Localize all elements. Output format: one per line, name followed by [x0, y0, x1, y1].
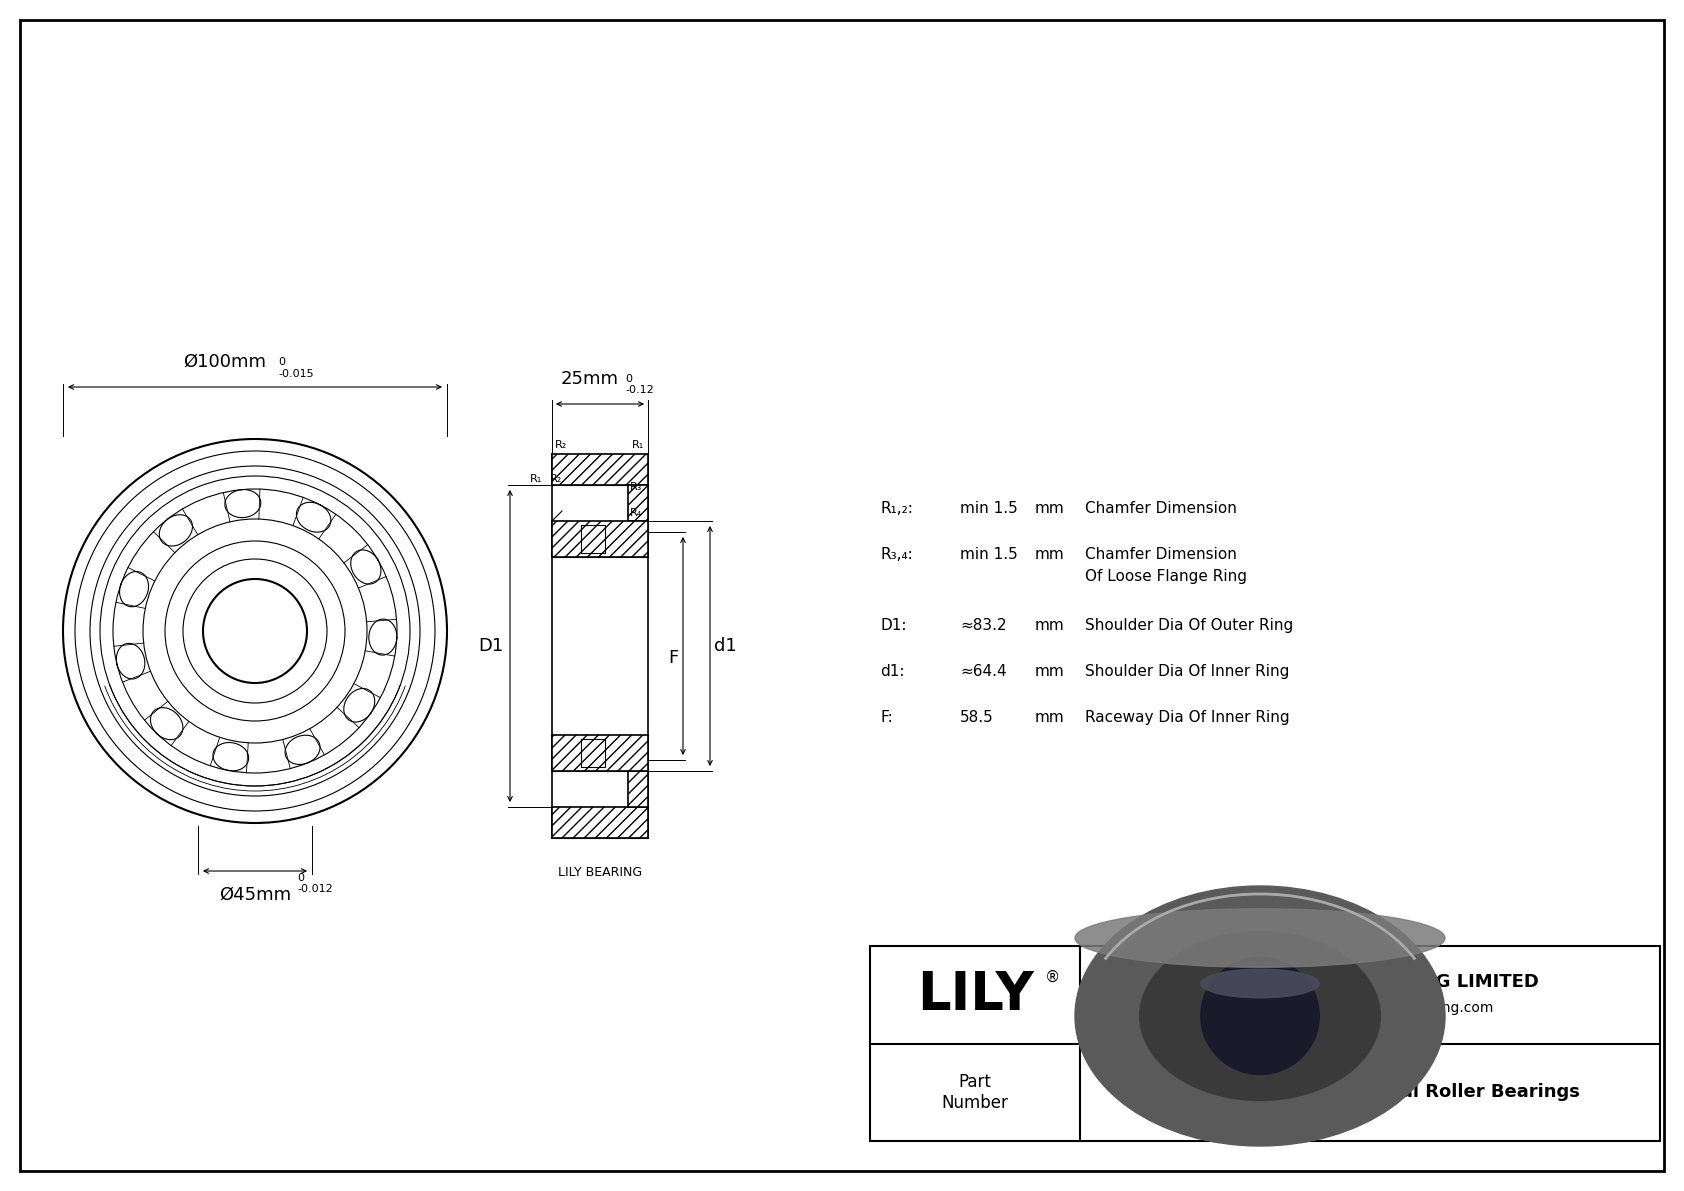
- Text: Of Loose Flange Ring: Of Loose Flange Ring: [1084, 569, 1246, 584]
- Text: 58.5: 58.5: [960, 710, 994, 725]
- Text: Chamfer Dimension: Chamfer Dimension: [1084, 547, 1236, 562]
- Text: R₃: R₃: [630, 482, 642, 492]
- Text: mm: mm: [1036, 618, 1064, 634]
- Text: R₁,₂:: R₁,₂:: [881, 501, 913, 516]
- Text: R₄: R₄: [630, 509, 642, 518]
- Bar: [552, 735, 648, 771]
- Bar: [871, 946, 1660, 1141]
- Text: mm: mm: [1036, 501, 1064, 516]
- Text: ≈64.4: ≈64.4: [960, 665, 1007, 679]
- Text: D1: D1: [478, 637, 504, 655]
- Text: D1:: D1:: [881, 618, 906, 634]
- Ellipse shape: [1201, 969, 1319, 998]
- Ellipse shape: [1074, 909, 1445, 967]
- Text: min 1.5: min 1.5: [960, 501, 1017, 516]
- Text: LILY BEARING: LILY BEARING: [557, 866, 642, 879]
- Ellipse shape: [1201, 958, 1319, 1074]
- Text: Chamfer Dimension: Chamfer Dimension: [1084, 501, 1236, 516]
- Bar: [552, 807, 648, 838]
- Bar: [628, 485, 648, 520]
- Ellipse shape: [1074, 886, 1445, 1146]
- Text: Part
Number: Part Number: [941, 1073, 1009, 1111]
- Bar: [628, 771, 648, 807]
- Text: R₂: R₂: [556, 439, 568, 450]
- Bar: [552, 520, 648, 557]
- Text: Shoulder Dia Of Outer Ring: Shoulder Dia Of Outer Ring: [1084, 618, 1293, 634]
- Bar: [581, 525, 605, 553]
- Text: -0.015: -0.015: [278, 369, 313, 379]
- Text: mm: mm: [1036, 665, 1064, 679]
- Text: ®: ®: [1046, 971, 1061, 985]
- Text: SHANGHAI LILY BEARING LIMITED: SHANGHAI LILY BEARING LIMITED: [1201, 973, 1539, 991]
- Ellipse shape: [1103, 1061, 1418, 1100]
- Text: R₂: R₂: [551, 474, 562, 484]
- Text: d1:: d1:: [881, 665, 904, 679]
- Text: Ø100mm: Ø100mm: [184, 353, 266, 372]
- Text: 0: 0: [278, 357, 285, 367]
- Ellipse shape: [1140, 931, 1381, 1100]
- Text: F: F: [669, 649, 679, 667]
- Text: min 1.5: min 1.5: [960, 547, 1017, 562]
- Text: 0: 0: [296, 873, 305, 883]
- Text: Shoulder Dia Of Inner Ring: Shoulder Dia Of Inner Ring: [1084, 665, 1290, 679]
- Text: Raceway Dia Of Inner Ring: Raceway Dia Of Inner Ring: [1084, 710, 1290, 725]
- Text: R₃,₄:: R₃,₄:: [881, 547, 913, 562]
- Bar: [552, 485, 648, 807]
- Text: -0.012: -0.012: [296, 884, 333, 894]
- Text: Email: lilybearing@lily-bearing.com: Email: lilybearing@lily-bearing.com: [1246, 1000, 1494, 1015]
- Text: LILY: LILY: [916, 968, 1034, 1021]
- Text: mm: mm: [1036, 547, 1064, 562]
- Bar: [581, 738, 605, 767]
- Text: R₁: R₁: [632, 439, 643, 450]
- Text: ≈83.2: ≈83.2: [960, 618, 1007, 634]
- Text: 25mm: 25mm: [561, 370, 620, 388]
- Text: d1: d1: [714, 637, 738, 655]
- Bar: [552, 454, 648, 485]
- Text: -0.12: -0.12: [625, 385, 653, 395]
- Text: 0: 0: [625, 374, 632, 384]
- Text: NUP 309 ECNP Cylindrical Roller Bearings: NUP 309 ECNP Cylindrical Roller Bearings: [1160, 1084, 1580, 1102]
- Text: mm: mm: [1036, 710, 1064, 725]
- Text: R₁: R₁: [530, 474, 542, 484]
- Text: Ø45mm: Ø45mm: [219, 886, 291, 904]
- Text: F:: F:: [881, 710, 893, 725]
